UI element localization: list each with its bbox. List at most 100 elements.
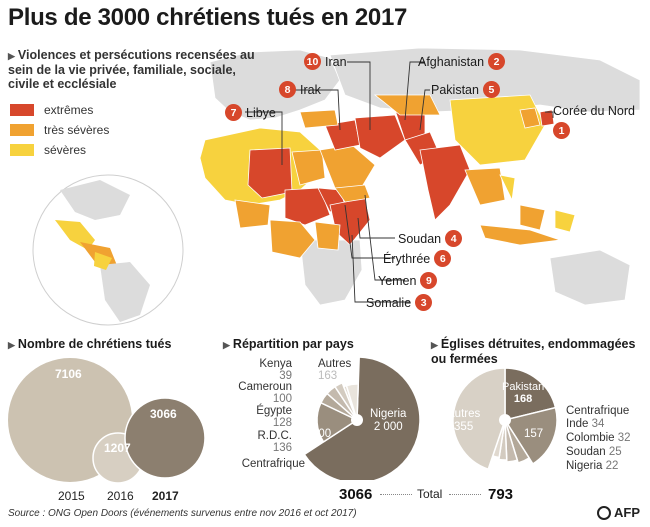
legend-item-extreme: extrêmes <box>10 103 93 117</box>
legend-heading-text: Violences et persécutions recensées au s… <box>8 48 255 91</box>
label-cameroun-name: Cameroun <box>238 381 292 393</box>
label-egypte: Égypte 128 <box>222 405 292 429</box>
americas-globe <box>32 174 184 326</box>
afp-credit: AFP <box>597 505 640 520</box>
country-name: Libye <box>246 105 276 120</box>
rank-badge: 1 <box>553 122 570 139</box>
rank-badge: 9 <box>420 272 438 289</box>
killed-title-text: Nombre de chrétiens tués <box>17 337 172 351</box>
slice-cameroun <box>333 381 358 421</box>
label-ch-soudan-name: Soudan <box>566 446 606 458</box>
triangle-bullet-icon: ▶ <box>8 51 15 61</box>
label-ch-pakistan: Pakistan 168 <box>502 381 544 405</box>
slice-centrafrique <box>503 406 558 465</box>
label-ch-colombie: Colombie 32 <box>566 432 631 444</box>
legend-label: sévères <box>44 143 87 157</box>
label-rdc-value: 136 <box>272 442 292 454</box>
label-nigeria-name: Nigeria <box>370 408 407 420</box>
by-country-section-title: ▶ Répartition par pays <box>223 337 354 352</box>
label-centrafrique-name: Centrafrique <box>241 458 305 470</box>
label-autres-value: 163 <box>318 370 338 382</box>
label-ch-pakistan-value: 168 <box>513 393 533 405</box>
australia-land <box>549 249 631 306</box>
label-ch-nigeria: Nigeria 22 <box>566 460 618 472</box>
label-ch-inde: Inde 34 <box>566 418 604 430</box>
country-name: Irak <box>300 82 321 97</box>
country-label-pakistan: Pakistan 5 <box>431 81 500 98</box>
country-name: Soudan <box>398 231 442 246</box>
total-churches: 793 <box>488 486 514 503</box>
churches-pie <box>452 367 558 471</box>
country-name: Érythrée <box>383 251 431 266</box>
year-2016: 2016 <box>107 489 134 503</box>
label-autres-name: Autres <box>318 358 352 370</box>
label-autres: Autres 163 <box>318 358 358 382</box>
killed-section-title: ▶ Nombre de chrétiens tués <box>8 337 171 352</box>
rank-badge: 8 <box>279 81 296 98</box>
rank-badge: 4 <box>445 230 463 247</box>
total-label: Total <box>417 487 443 501</box>
country-name: Iran <box>325 54 347 69</box>
label-ch-colombie-value: 32 <box>617 432 631 444</box>
triangle-bullet-icon: ▶ <box>8 340 15 350</box>
country-label-soudan: Soudan 4 <box>398 230 463 247</box>
label-kenya-name: Kenya <box>259 358 292 370</box>
pie-center-hole <box>499 414 511 426</box>
country-rank-coree-du-nord: 1 <box>553 122 570 139</box>
legend-item-tres-severe: très sévères <box>10 123 109 137</box>
label-egypte-name: Égypte <box>256 405 292 417</box>
country-name: Corée du Nord <box>553 104 635 118</box>
label-centrafrique-value: 500 <box>312 428 332 440</box>
rank-badge: 3 <box>415 294 433 311</box>
label-ch-soudan-value: 25 <box>608 446 622 458</box>
source-note: Source : ONG Open Doors (événements surv… <box>8 508 357 519</box>
label-ch-centrafrique-value: 157 <box>524 428 544 440</box>
slice-pakistan <box>504 367 557 421</box>
label-ch-nigeria-value: 22 <box>605 460 619 472</box>
country-label-afghanistan: Afghanistan 2 <box>418 53 506 70</box>
rank-badge: 2 <box>488 53 506 70</box>
rank-badge: 10 <box>304 53 321 70</box>
legend-item-severe: sévères <box>10 143 86 157</box>
label-ch-autres: Autres 355 <box>447 408 480 434</box>
legend-heading: ▶ Violences et persécutions recensées au … <box>8 48 263 91</box>
label-nigeria-value: 2 000 <box>373 421 403 433</box>
pie-center-hole <box>351 414 363 426</box>
southern-africa-land <box>299 239 363 306</box>
total-divider-left <box>380 494 412 495</box>
label-nigeria: Nigeria 2 000 <box>370 408 406 434</box>
total-divider-right <box>449 494 481 495</box>
killed-bubble-chart <box>8 358 206 484</box>
label-ch-inde-name: Inde <box>566 418 589 430</box>
country-label-coree-du-nord: Corée du Nord <box>553 104 635 118</box>
country-label-somalie: Somalie 3 <box>366 294 433 311</box>
label-rdc: R.D.C. 136 <box>222 430 293 454</box>
year-2017: 2017 <box>152 489 179 503</box>
legend-label: extrêmes <box>44 103 94 117</box>
country-name: Afghanistan <box>418 54 485 69</box>
country-label-iran: 10 Iran <box>304 53 347 70</box>
label-ch-soudan: Soudan 25 <box>566 446 622 458</box>
legend-swatch <box>10 104 34 116</box>
legend-swatch <box>10 144 34 156</box>
by-country-title-text: Répartition par pays <box>232 337 354 351</box>
triangle-bullet-icon: ▶ <box>431 340 438 350</box>
country-name: Somalie <box>366 295 412 310</box>
churches-title-text: Églises détruites, endommagées ou fermée… <box>431 337 636 366</box>
label-ch-inde-value: 34 <box>591 418 605 430</box>
legend-swatch <box>10 124 34 136</box>
bubble-value-2017: 3066 <box>150 407 177 421</box>
label-kenya-value: 39 <box>279 370 292 382</box>
afp-logo-icon <box>597 505 611 520</box>
label-ch-autres-name: Autres <box>447 408 481 420</box>
legend-label: très sévères <box>44 123 110 137</box>
slice-autres <box>452 367 506 471</box>
country-label-yemen: Yemen 9 <box>378 272 438 289</box>
triangle-bullet-icon: ▶ <box>223 340 230 350</box>
label-cameroun-value: 100 <box>272 393 292 405</box>
label-centrafrique: Centrafrique <box>222 458 305 470</box>
rank-badge: 6 <box>434 250 452 267</box>
total-killed: 3066 <box>339 486 373 503</box>
year-2015: 2015 <box>58 489 85 503</box>
label-kenya: Kenya 39 <box>246 358 292 382</box>
